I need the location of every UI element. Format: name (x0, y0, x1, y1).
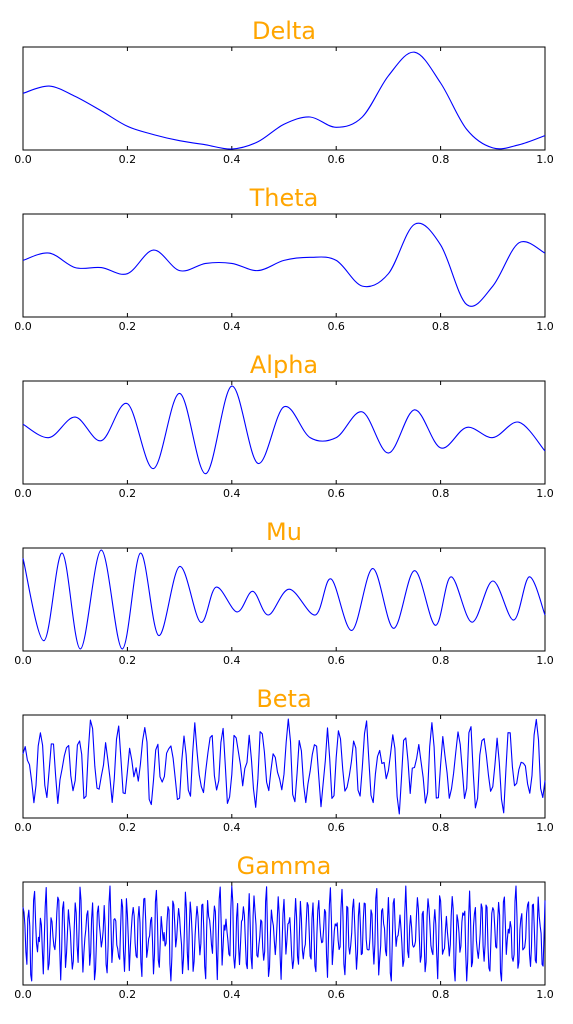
panel-title-theta: Theta (249, 184, 319, 212)
panel-delta: Delta 0.0 0.2 0.4 0.6 0.8 1.0 (14, 17, 554, 166)
plot-frame-gamma (22, 881, 546, 986)
x-tick-label-delta: 0.6 (327, 153, 345, 166)
panel-gamma: Gamma 0.0 0.2 0.4 0.6 0.8 1.0 (14, 852, 554, 1001)
plot-frame-mu (22, 547, 546, 652)
series-line-theta (22, 222, 546, 307)
plot-frame-beta (22, 714, 546, 819)
panel-mu: Mu 0.0 0.2 0.4 0.6 0.8 1.0 (14, 518, 554, 667)
x-tick-label-gamma: 0.2 (119, 988, 137, 1001)
x-tick-label-beta: 0.4 (223, 821, 241, 834)
x-tick-label-gamma: 0.6 (327, 988, 345, 1001)
x-tick-label-alpha: 0.6 (327, 487, 345, 500)
x-tick-label-alpha: 0.4 (223, 487, 241, 500)
series-line-alpha (22, 385, 546, 475)
x-tick-label-gamma: 1.0 (536, 988, 554, 1001)
x-tick-label-delta: 0.8 (432, 153, 450, 166)
plot-frame-delta (22, 46, 546, 151)
x-tick-label-alpha: 0.8 (432, 487, 450, 500)
x-tick-label-theta: 1.0 (536, 320, 554, 333)
x-tick-label-delta: 0.2 (119, 153, 137, 166)
x-tick-label-alpha: 0.0 (14, 487, 32, 500)
plot-frame-alpha (22, 380, 546, 485)
panel-title-beta: Beta (256, 685, 311, 713)
x-tick-label-beta: 1.0 (536, 821, 554, 834)
panel-title-delta: Delta (252, 17, 316, 45)
x-tick-label-theta: 0.0 (14, 320, 32, 333)
x-tick-label-alpha: 1.0 (536, 487, 554, 500)
panel-title-alpha: Alpha (250, 351, 318, 379)
x-tick-label-theta: 0.6 (327, 320, 345, 333)
x-tick-label-beta: 0.2 (119, 821, 137, 834)
x-tick-label-mu: 0.6 (327, 654, 345, 667)
x-tick-label-mu: 0.0 (14, 654, 32, 667)
panel-alpha: Alpha 0.0 0.2 0.4 0.6 0.8 1.0 (14, 351, 554, 500)
x-tick-label-beta: 0.6 (327, 821, 345, 834)
x-tick-label-delta: 0.0 (14, 153, 32, 166)
panel-theta: Theta 0.0 0.2 0.4 0.6 0.8 1.0 (14, 184, 554, 333)
panel-title-gamma: Gamma (237, 852, 332, 880)
panel-title-mu: Mu (266, 518, 302, 546)
x-tick-label-mu: 0.8 (432, 654, 450, 667)
x-tick-label-delta: 1.0 (536, 153, 554, 166)
series-line-mu (22, 549, 546, 650)
x-tick-label-mu: 1.0 (536, 654, 554, 667)
x-tick-label-beta: 0.8 (432, 821, 450, 834)
x-tick-label-mu: 0.4 (223, 654, 241, 667)
plot-frame-theta (22, 213, 546, 318)
x-tick-label-theta: 0.8 (432, 320, 450, 333)
series-line-delta (22, 51, 546, 150)
panel-beta: Beta 0.0 0.2 0.4 0.6 0.8 1.0 (14, 685, 554, 834)
x-tick-label-theta: 0.4 (223, 320, 241, 333)
x-tick-label-gamma: 0.0 (14, 988, 32, 1001)
x-tick-label-theta: 0.2 (119, 320, 137, 333)
x-tick-label-beta: 0.0 (14, 821, 32, 834)
x-tick-label-gamma: 0.4 (223, 988, 241, 1001)
x-tick-label-alpha: 0.2 (119, 487, 137, 500)
x-tick-label-gamma: 0.8 (432, 988, 450, 1001)
series-line-beta (22, 718, 546, 815)
x-tick-label-mu: 0.2 (119, 654, 137, 667)
series-line-gamma (22, 885, 546, 982)
x-tick-label-delta: 0.4 (223, 153, 241, 166)
